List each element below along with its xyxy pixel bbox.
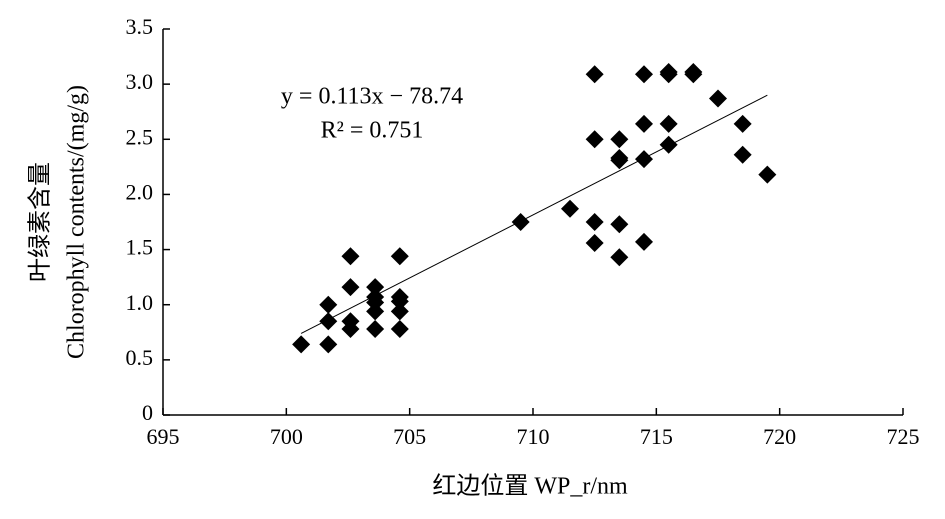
point: [635, 150, 653, 169]
r-squared: R² = 0.751: [321, 118, 424, 144]
x-tick-label: 710: [517, 424, 550, 449]
point: [758, 165, 777, 184]
y-tick-label: 1.0: [126, 290, 154, 315]
y-tick-label: 2.5: [126, 124, 154, 149]
point: [610, 215, 629, 234]
point: [341, 278, 360, 297]
point: [610, 151, 629, 170]
point: [319, 312, 338, 331]
x-tick-label: 725: [887, 424, 920, 449]
y-tick-label: 3.0: [126, 69, 154, 94]
x-tick-label: 705: [393, 424, 426, 449]
point: [366, 302, 385, 321]
point: [585, 233, 604, 252]
point: [292, 335, 311, 354]
y-tick-label: 0.5: [126, 345, 154, 370]
point: [390, 302, 409, 321]
x-tick-label: 700: [270, 424, 303, 449]
point: [511, 213, 530, 231]
point: [366, 278, 385, 297]
point: [684, 65, 703, 84]
y-tick-label: 0: [142, 400, 153, 425]
equation: y = 0.113x − 78.74: [281, 84, 463, 110]
point: [659, 114, 678, 133]
point: [390, 292, 409, 311]
point: [585, 65, 604, 84]
point: [366, 319, 385, 338]
point: [635, 114, 653, 133]
x-tick-label: 695: [147, 424, 180, 449]
point: [610, 248, 629, 267]
point: [635, 232, 653, 251]
y-tick-label: 2.0: [126, 179, 154, 204]
point: [733, 145, 752, 164]
point: [319, 335, 338, 354]
point: [390, 319, 409, 338]
point: [659, 135, 678, 154]
point: [610, 130, 629, 149]
y-tick-label: 1.5: [126, 235, 154, 260]
x-tick-label: 715: [640, 424, 673, 449]
x-axis-label: 红边位置 WP_r/nm: [432, 473, 628, 500]
y-axis-label: Chlorophyll contents/(mg/g): [64, 85, 90, 359]
y-tick-label: 3.5: [126, 14, 154, 39]
point: [390, 247, 409, 266]
x-tick-label: 720: [763, 424, 796, 449]
point: [341, 319, 360, 338]
point: [341, 247, 360, 266]
point: [709, 89, 727, 108]
point: [733, 114, 752, 133]
point: [659, 65, 678, 84]
point: [585, 213, 604, 231]
point: [319, 295, 338, 314]
point: [585, 130, 604, 149]
point: [561, 199, 579, 218]
y-axis-label: 叶绿素含量: [27, 162, 54, 282]
point: [635, 65, 653, 84]
